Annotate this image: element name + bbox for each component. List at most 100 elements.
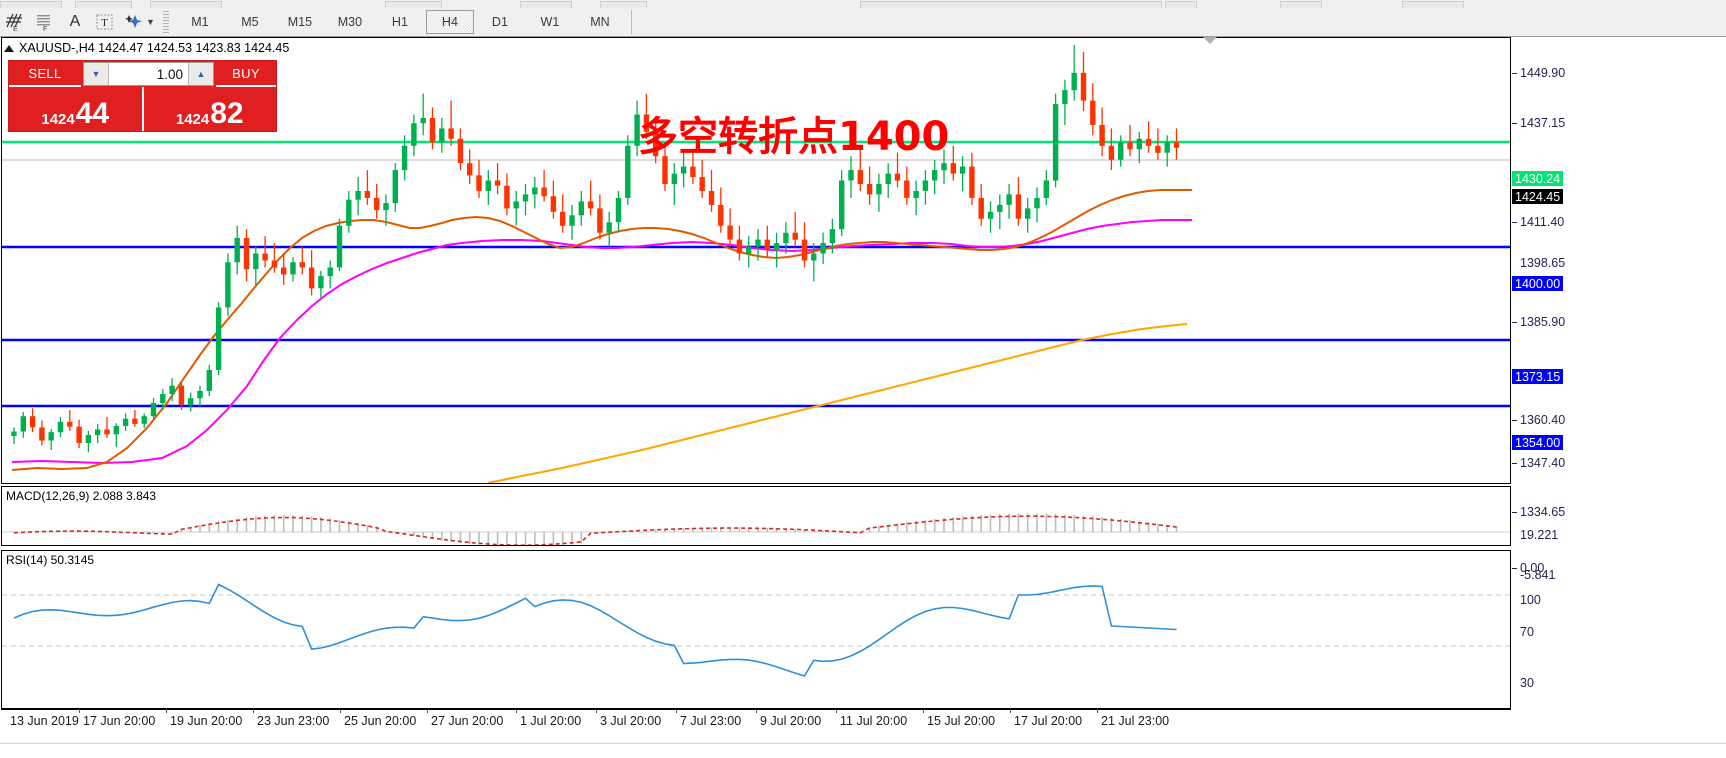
time-tick-label: 15 Jul 20:00 [927, 714, 996, 728]
level-label-1400: 1400.00 [1512, 276, 1564, 291]
timeframe-mn[interactable]: MN [590, 15, 610, 29]
timeframe-h4[interactable]: H4 [425, 10, 474, 34]
time-tick-label: 3 Jul 20:00 [600, 714, 662, 728]
macd-pane[interactable]: MACD(12,26,9) 2.088 3.843 [1, 486, 1511, 546]
bid-price-label: 1430.24 [1512, 171, 1564, 186]
price-tick-label: 1334.65 [1520, 505, 1566, 519]
volume-increase-icon[interactable]: ▲ [188, 63, 213, 85]
chart-top-marker-icon [1203, 37, 1217, 44]
indicators-icon[interactable]: E [0, 9, 30, 35]
time-tick-label: 21 Jul 23:00 [1101, 714, 1170, 728]
time-tick-label: 25 Jun 20:00 [344, 714, 417, 728]
time-tick-mark [596, 709, 597, 713]
rsi-tick: 70 [1512, 625, 1534, 639]
time-tick-mark [1010, 709, 1011, 713]
price-tick-label: 1437.15 [1520, 116, 1566, 130]
rsi-tick-label: 70 [1520, 625, 1534, 639]
objects-icon[interactable] [120, 9, 150, 35]
macd-tick: 19.221 [1512, 528, 1558, 542]
objects-dropdown-caret-icon[interactable]: ▼ [146, 17, 155, 27]
time-tick-mark [1097, 709, 1098, 713]
time-tick-label: 23 Jun 23:00 [257, 714, 330, 728]
price-tick-label: 1347.40 [1520, 456, 1566, 470]
toolbar-drag-grip[interactable] [162, 11, 169, 33]
toolbar-bottom-shadow [0, 36, 1726, 37]
time-tick-mark [676, 709, 677, 713]
level-label-1373: 1373.15 [1512, 369, 1564, 384]
rsi-canvas [2, 583, 1510, 677]
sell-price[interactable]: 1424 44 [9, 87, 142, 131]
time-tick-mark [166, 709, 167, 713]
timeframe-m1[interactable]: M1 [191, 15, 209, 29]
chart-toolbar: E F A T ▼ M1 [0, 8, 1726, 37]
rsi-label: RSI(14) 50.3145 [6, 553, 95, 567]
time-tick-label: 9 Jul 20:00 [760, 714, 822, 728]
macd-tick-label: 0.00 [1520, 561, 1545, 575]
price-chart-pane[interactable]: XAUUSD-,H4 1424.47 1424.53 1423.83 1424.… [1, 37, 1511, 484]
buy-price[interactable]: 1424 82 [144, 87, 277, 131]
time-tick-label: 19 Jun 20:00 [170, 714, 243, 728]
oct-divider [141, 87, 144, 131]
time-tick-mark [79, 709, 80, 713]
price-tick-label: 1360.40 [1520, 413, 1566, 427]
macd-tick-label: -5.841 [1520, 568, 1556, 582]
volume-stepper[interactable]: ▼ 1.00 ▲ [83, 62, 214, 86]
timeframe-m30[interactable]: M30 [337, 15, 363, 29]
timeframe-m5[interactable]: M5 [241, 15, 259, 29]
price-tick-label: 1385.90 [1520, 315, 1566, 329]
time-scale[interactable]: 13 Jun 2019 17 Jun 20:00 19 Jun 20:00 23 Ju… [0, 709, 1726, 758]
time-tick-label: 13 Jun 2019 [10, 714, 79, 728]
price-tick: 1347.40 [1512, 456, 1565, 470]
sell-price-prefix: 1424 [41, 111, 75, 128]
rsi-tick-label: 30 [1520, 676, 1534, 690]
rsi-tick-label: 100 [1520, 593, 1541, 607]
svg-text:T: T [101, 17, 108, 29]
rsi-tick: 100 [1512, 593, 1541, 607]
time-tick-mark [253, 709, 254, 713]
price-tick: 1449.90 [1512, 66, 1565, 80]
text-label-icon[interactable]: T [90, 9, 120, 35]
buy-price-prefix: 1424 [175, 111, 210, 128]
macd-tick-label: 19.221 [1520, 528, 1559, 542]
window-bottom-border [0, 743, 1726, 744]
one-click-trading-panel[interactable]: SELL ▼ 1.00 ▲ BUY 1424 44 1424 82 [8, 60, 277, 132]
time-tick-label: 17 Jun 20:00 [83, 714, 156, 728]
timeframe-w1[interactable]: W1 [540, 15, 560, 29]
time-tick-label: 11 Jul 20:00 [840, 714, 908, 728]
level-label-1354: 1354.00 [1512, 435, 1564, 450]
price-scale[interactable]: 1449.90 1437.15 1411.40 1398.65 1385.90 … [1512, 37, 1726, 724]
timeframe-m15[interactable]: M15 [287, 15, 313, 29]
price-tick: 1334.65 [1512, 505, 1565, 519]
sell-button[interactable]: SELL [9, 61, 81, 87]
grid-icon[interactable]: F [30, 9, 60, 35]
timeframe-h1[interactable]: H1 [391, 15, 408, 29]
current-price-label: 1424.45 [1512, 189, 1564, 204]
chart-expand-triangle-icon[interactable] [4, 44, 14, 52]
timeframe-d1[interactable]: D1 [491, 15, 508, 29]
price-tick: 1411.40 [1512, 215, 1564, 229]
symbol-ohlc-text: XAUUSD-,H4 1424.47 1424.53 1423.83 1424.… [19, 41, 290, 55]
chart-annotation-text: 多空转折点1400 [638, 114, 950, 160]
macd-canvas [2, 513, 1510, 545]
volume-decrease-icon[interactable]: ▼ [84, 63, 109, 85]
price-tick-label: 1398.65 [1520, 256, 1566, 270]
svg-text:E: E [13, 26, 18, 32]
macd-tick: -5.841 [1512, 568, 1555, 582]
svg-text:F: F [43, 26, 47, 32]
price-tick: 1385.90 [1512, 315, 1565, 329]
toolbar-separator [630, 10, 632, 34]
time-tick-label: 7 Jul 23:00 [680, 714, 742, 728]
rsi-pane[interactable]: RSI(14) 50.3145 [1, 550, 1511, 709]
macd-label: MACD(12,26,9) 2.088 3.843 [6, 489, 157, 503]
time-tick-label: 17 Jul 20:00 [1014, 714, 1083, 728]
time-tick-label: 27 Jun 20:00 [431, 714, 504, 728]
macd-tick: 0.00 [1512, 561, 1544, 575]
volume-input[interactable]: 1.00 [156, 66, 183, 82]
rsi-tick: 30 [1512, 676, 1534, 690]
text-tool-icon[interactable]: A [69, 13, 81, 30]
buy-button[interactable]: BUY [216, 61, 276, 87]
price-tick-label: 1449.90 [1520, 66, 1566, 80]
price-tick-label: 1411.40 [1520, 215, 1565, 229]
price-tick: 1437.15 [1512, 116, 1565, 130]
